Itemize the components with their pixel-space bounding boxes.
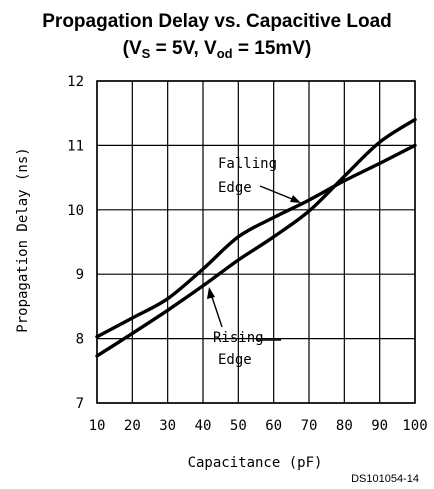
x-tick-label: 50 bbox=[230, 418, 247, 434]
falling-edge-label-line1: Falling bbox=[218, 156, 277, 172]
y-axis-label: Propagation Delay (ns) bbox=[15, 147, 31, 332]
y-tick-label: 11 bbox=[67, 138, 84, 154]
falling-edge-label-line2: Edge bbox=[218, 180, 252, 196]
y-tick-label: 9 bbox=[76, 267, 84, 283]
series-line-falling-edge bbox=[95, 117, 417, 358]
y-tick-label: 7 bbox=[76, 396, 84, 412]
x-tick-label: 70 bbox=[301, 418, 318, 434]
falling-edge-arrowhead bbox=[290, 195, 301, 203]
falling-edge-annotation: Falling Edge bbox=[218, 156, 301, 203]
y-tick-label: 8 bbox=[76, 332, 84, 348]
rising-edge-annotation: Rising Edge bbox=[207, 287, 281, 368]
series-line-rising-edge bbox=[95, 143, 417, 339]
x-tick-label: 60 bbox=[265, 418, 282, 434]
x-tick-label: 10 bbox=[89, 418, 106, 434]
chart-title: Propagation Delay vs. Capacitive Load bbox=[42, 11, 392, 32]
y-tick-label: 10 bbox=[67, 203, 84, 219]
x-tick-label: 30 bbox=[159, 418, 176, 434]
x-tick-label: 20 bbox=[124, 418, 141, 434]
series bbox=[95, 117, 417, 358]
document-code: DS101054-14 bbox=[351, 473, 419, 485]
x-axis-label: Capacitance (pF) bbox=[188, 455, 323, 471]
x-tick-label: 40 bbox=[195, 418, 212, 434]
x-tick-label: 90 bbox=[371, 418, 388, 434]
rising-edge-arrowhead bbox=[207, 287, 215, 299]
x-tick-label: 80 bbox=[336, 418, 353, 434]
y-tick-label: 12 bbox=[67, 74, 84, 90]
rising-edge-label-line2: Edge bbox=[218, 352, 252, 368]
plot-frame bbox=[96, 80, 416, 404]
chart-subtitle: (VS = 5V, Vod = 15mV) bbox=[123, 38, 312, 61]
grid bbox=[96, 80, 416, 404]
x-tick-label: 100 bbox=[402, 418, 427, 434]
falling-edge-arrow bbox=[259, 185, 298, 202]
rising-edge-arrow bbox=[211, 296, 223, 328]
x-tick-labels: 10 20 30 40 50 60 70 80 90 100 bbox=[89, 418, 428, 434]
rising-edge-label-line1: Rising bbox=[213, 330, 264, 346]
y-tick-labels: 7 8 9 10 11 12 bbox=[67, 74, 84, 412]
